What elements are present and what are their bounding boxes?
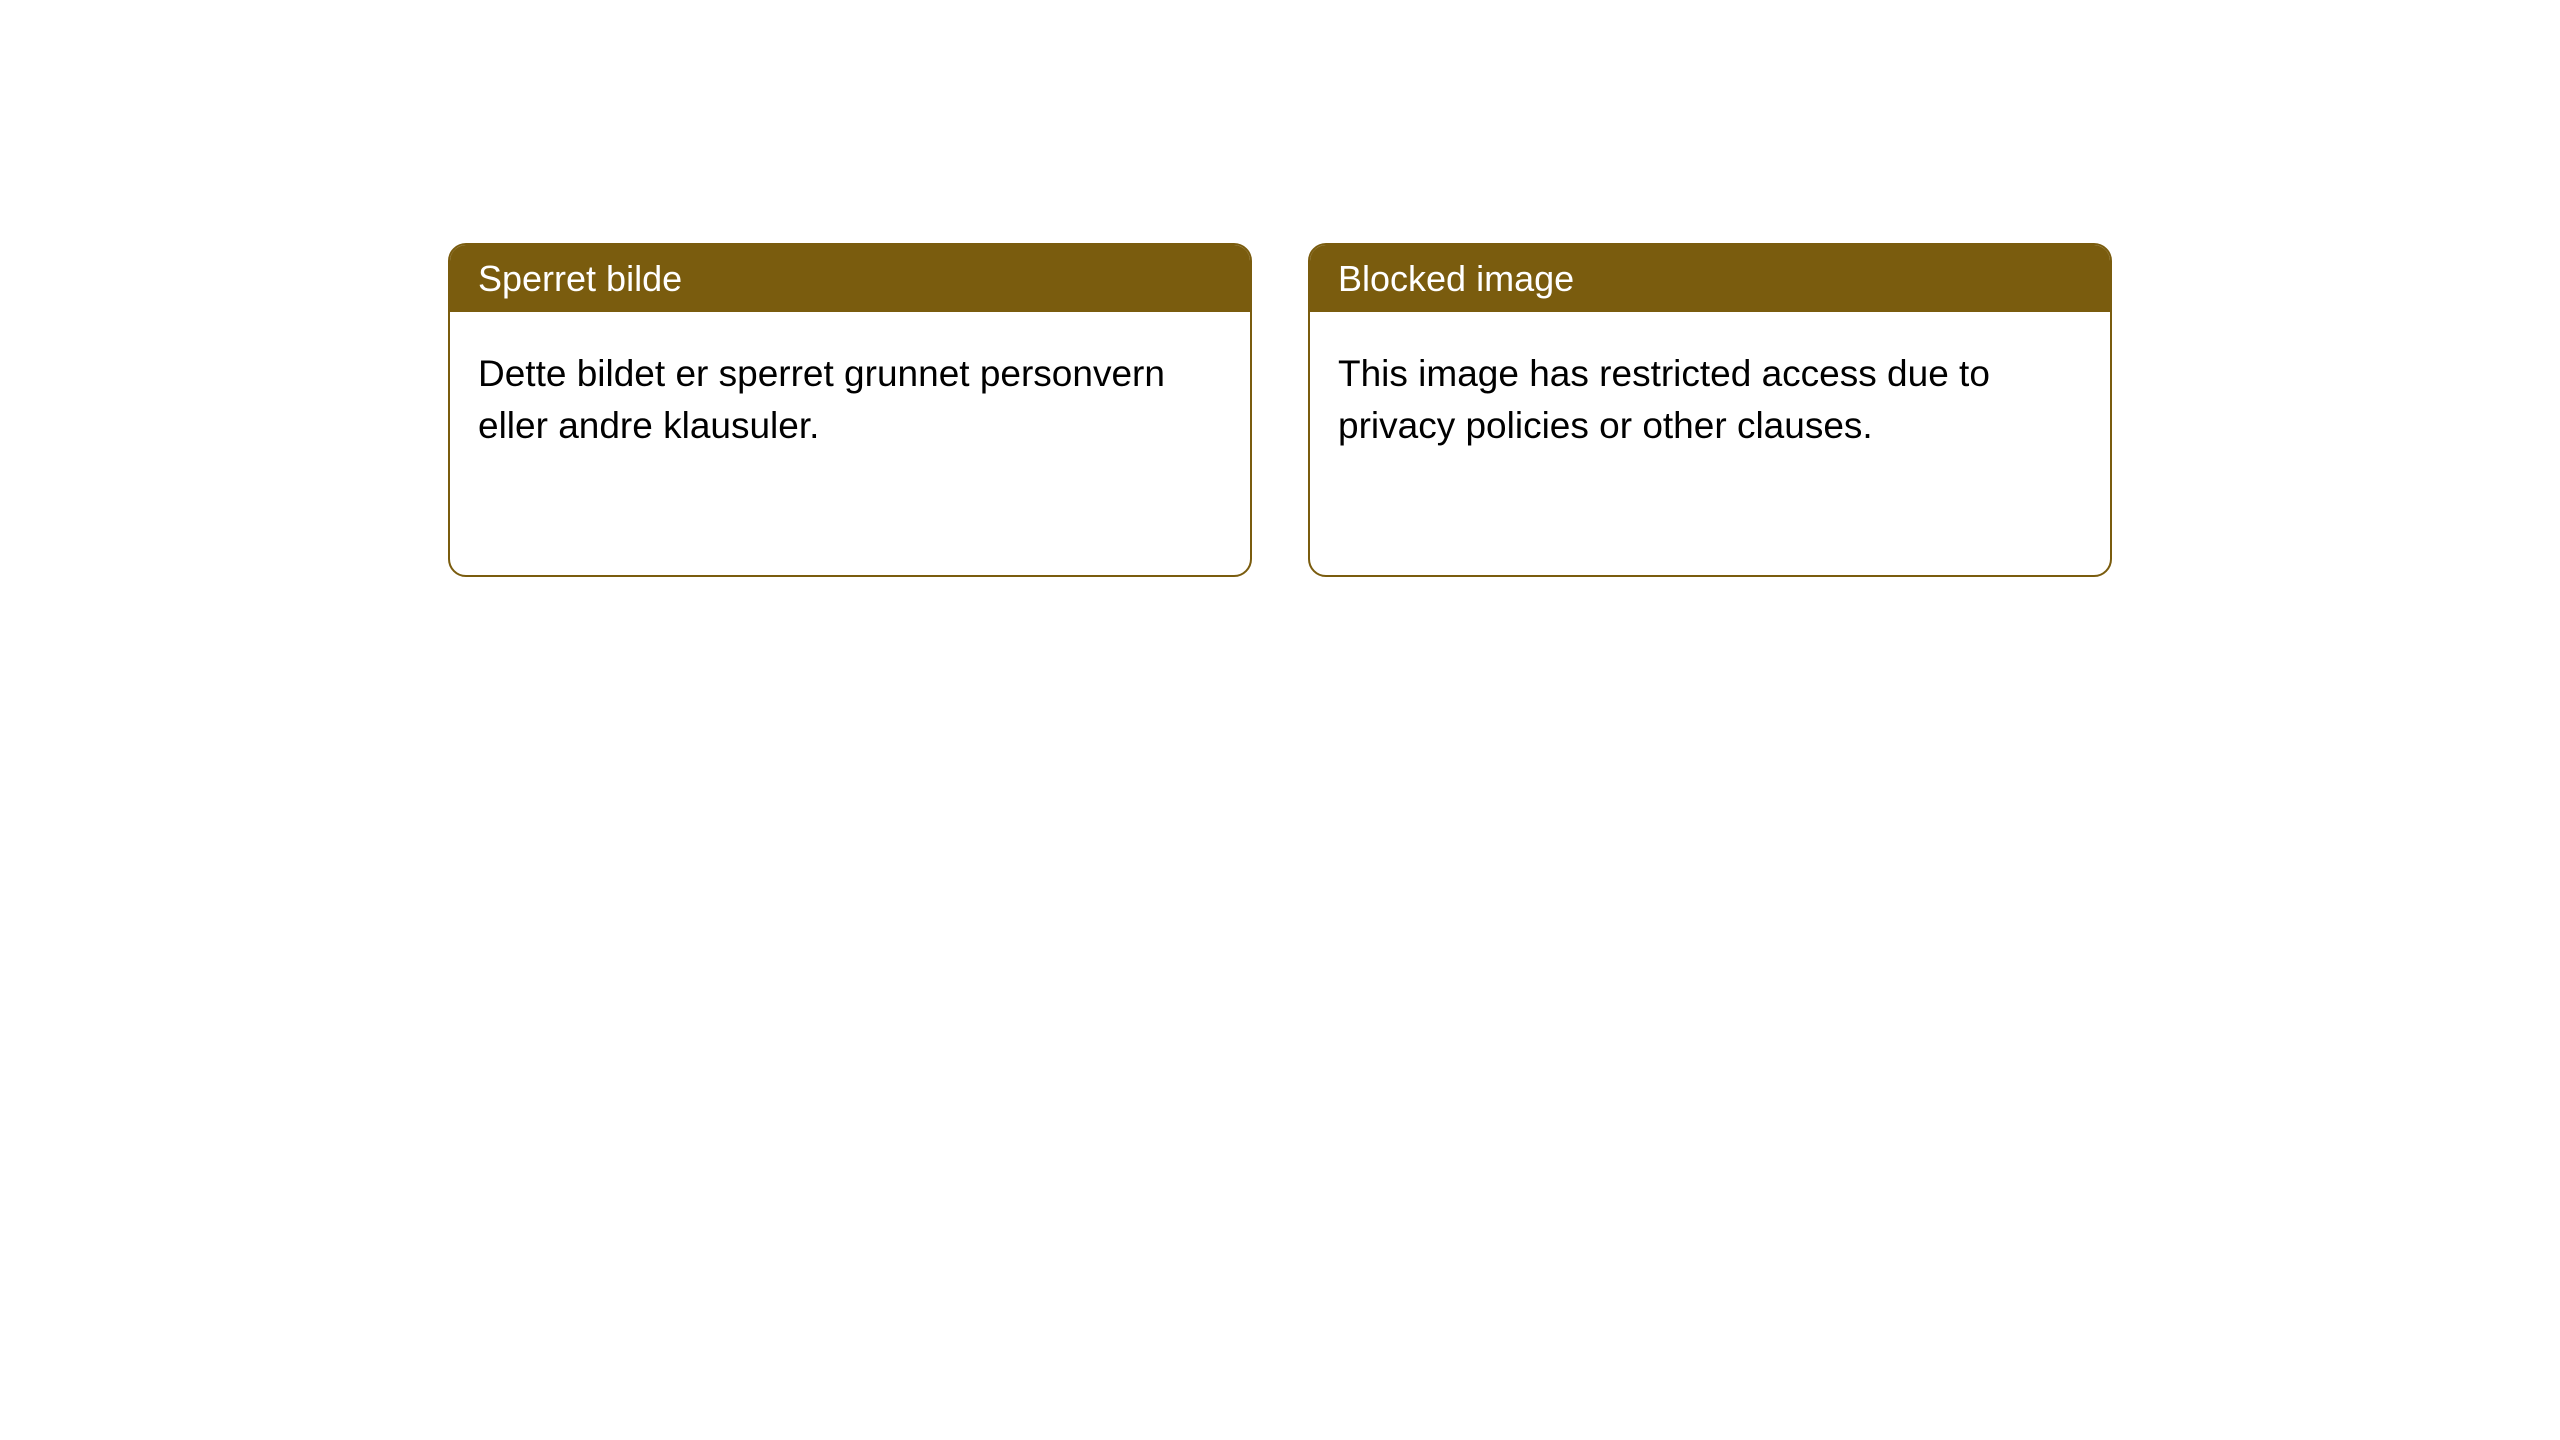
blocked-image-card-no: Sperret bilde Dette bildet er sperret gr… [448,243,1252,577]
card-body-no: Dette bildet er sperret grunnet personve… [450,312,1250,488]
card-title-en: Blocked image [1338,258,1574,299]
card-body-en: This image has restricted access due to … [1310,312,2110,488]
card-message-en: This image has restricted access due to … [1338,353,1990,446]
card-header-no: Sperret bilde [450,245,1250,312]
card-header-en: Blocked image [1310,245,2110,312]
cards-container: Sperret bilde Dette bildet er sperret gr… [0,0,2560,577]
card-title-no: Sperret bilde [478,258,682,299]
blocked-image-card-en: Blocked image This image has restricted … [1308,243,2112,577]
card-message-no: Dette bildet er sperret grunnet personve… [478,353,1165,446]
